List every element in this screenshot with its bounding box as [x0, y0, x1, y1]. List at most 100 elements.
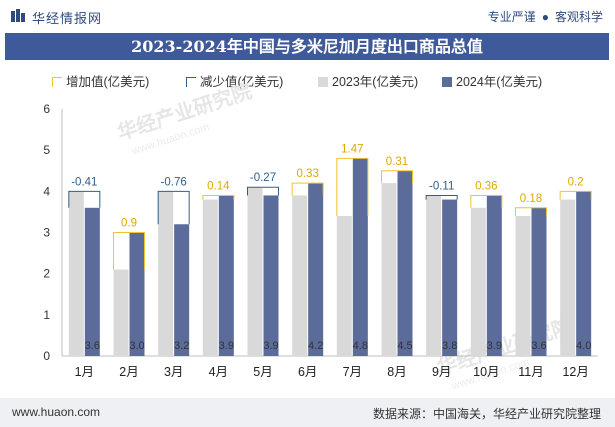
bar-2024 [263, 195, 279, 356]
bar-2024 [174, 224, 190, 356]
bar-2024 [397, 170, 413, 356]
y-tick-label: 3 [43, 226, 50, 240]
bar-2023 [158, 191, 174, 356]
bar-2024-value-label: 3.0 [129, 340, 144, 352]
increase-label: 0.33 [296, 168, 318, 180]
x-tick-label: 4月 [209, 365, 228, 379]
y-tick-label: 4 [43, 184, 50, 198]
increase-label: 0.31 [386, 156, 408, 168]
increase-label: 0.36 [475, 180, 497, 192]
bar-2023 [292, 195, 308, 356]
bar-2024-value-label: 4.2 [308, 340, 323, 352]
top-bar: 华经情报网 专业严谨 ● 客观科学 [0, 0, 615, 32]
bar-2023 [113, 269, 129, 356]
legend-2024-label: 2024年(亿美元) [456, 75, 543, 89]
x-tick-label: 5月 [253, 365, 272, 379]
legend-2023-label: 2023年(亿美元) [332, 75, 419, 89]
swatch-2024-icon [442, 77, 452, 87]
y-tick-label: 5 [43, 143, 50, 157]
bar-2024 [218, 195, 234, 356]
brand-name: 华经情报网 [32, 11, 103, 26]
title-bar: 2023-2024年中国与多米尼加月度出口商品总值 [5, 33, 609, 60]
bar-2023 [515, 216, 531, 356]
bar-2024-value-label: 3.8 [442, 340, 457, 352]
bar-2024-value-label: 3.6 [531, 340, 546, 352]
bar-2023 [560, 199, 576, 356]
bar-2024-value-label: 3.2 [174, 340, 189, 352]
chart-area: 华经产业研究院www.huaon.com华经产业研究院www.huaon.com… [43, 79, 598, 393]
y-tick-label: 6 [43, 102, 50, 116]
x-tick-label: 11月 [518, 365, 543, 379]
bar-2023 [68, 191, 84, 356]
bar-2024 [84, 207, 100, 356]
decrease-bracket [157, 190, 190, 225]
decrease-label: -0.11 [429, 180, 454, 192]
legend-increase: 增加值(亿美元) [52, 73, 149, 91]
x-tick-label: 10月 [473, 365, 499, 379]
chart-title: 2023-2024年中国与多米尼加月度出口商品总值 [131, 37, 483, 56]
bar-2024 [531, 207, 547, 356]
bar-2024-value-label: 3.9 [263, 340, 278, 352]
increase-bracket [202, 194, 235, 200]
y-tick-label: 1 [43, 308, 50, 322]
x-tick-label: 9月 [432, 365, 451, 379]
increase-label: 0.14 [207, 180, 230, 192]
bar-2023 [247, 187, 263, 356]
increase-bracket [291, 182, 324, 196]
bar-2024 [486, 195, 502, 356]
decrease-bracket [425, 194, 458, 200]
decrease-label: -0.76 [161, 176, 187, 188]
increase-swatch-icon [52, 77, 62, 87]
tagline: 专业严谨 ● 客观科学 [488, 8, 603, 25]
footer-url: www.huaon.com [12, 405, 101, 419]
tagline-right: 客观科学 [554, 10, 603, 24]
legend-decrease-label: 减少值(亿美元) [200, 75, 284, 89]
increase-label: 0.18 [520, 193, 542, 205]
footer: www.huaon.com 数据来源：中国海关，华经产业研究院整理 [0, 398, 615, 427]
x-tick-label: 2月 [119, 365, 138, 379]
bar-2024-value-label: 4.8 [353, 340, 368, 352]
y-tick-label: 0 [43, 349, 50, 363]
x-tick-label: 6月 [298, 365, 317, 379]
increase-bracket [515, 207, 547, 217]
bar-2024 [442, 199, 458, 356]
bar-2023 [426, 195, 442, 356]
x-tick-label: 1月 [75, 365, 94, 379]
increase-label: 0.2 [568, 176, 584, 188]
x-tick-label: 12月 [562, 365, 588, 379]
x-tick-label: 8月 [387, 365, 406, 379]
bar-2023 [381, 183, 397, 356]
swatch-2023-icon [318, 77, 328, 87]
bar-2023 [336, 216, 352, 356]
bar-2024 [352, 158, 368, 356]
bar-2023 [202, 199, 218, 356]
bar-2024 [576, 191, 592, 356]
decrease-label: -0.41 [71, 176, 97, 188]
increase-label: 1.47 [341, 143, 363, 155]
decrease-bracket [247, 186, 279, 196]
dot-icon: ● [541, 10, 549, 24]
y-tick-label: 2 [43, 267, 50, 281]
decrease-swatch-icon [186, 77, 196, 87]
increase-bracket [381, 170, 413, 184]
decrease-label: -0.27 [250, 172, 276, 184]
decrease-bracket [68, 190, 101, 208]
bar-2024-value-label: 3.9 [487, 340, 502, 352]
increase-bracket [113, 232, 145, 270]
increase-label: 0.9 [121, 218, 137, 230]
bar-2024 [308, 183, 324, 356]
logo-icon [11, 9, 25, 22]
legend-increase-label: 增加值(亿美元) [66, 75, 150, 89]
legend-2023: 2023年(亿美元) [318, 73, 418, 91]
legend: 增加值(亿美元) 减少值(亿美元) 2023年(亿美元) 2024年(亿美元) [0, 73, 615, 91]
bar-2024-value-label: 4.0 [576, 340, 591, 352]
legend-2024: 2024年(亿美元) [442, 73, 542, 91]
bar-2024 [129, 232, 145, 356]
tagline-left: 专业严谨 [487, 10, 536, 24]
increase-bracket [336, 157, 369, 217]
increase-bracket [470, 194, 503, 208]
legend-decrease: 减少值(亿美元) [186, 73, 283, 91]
footer-source: 数据来源：中国海关，华经产业研究院整理 [372, 407, 601, 421]
x-tick-label: 3月 [164, 365, 183, 379]
increase-bracket [559, 190, 592, 200]
